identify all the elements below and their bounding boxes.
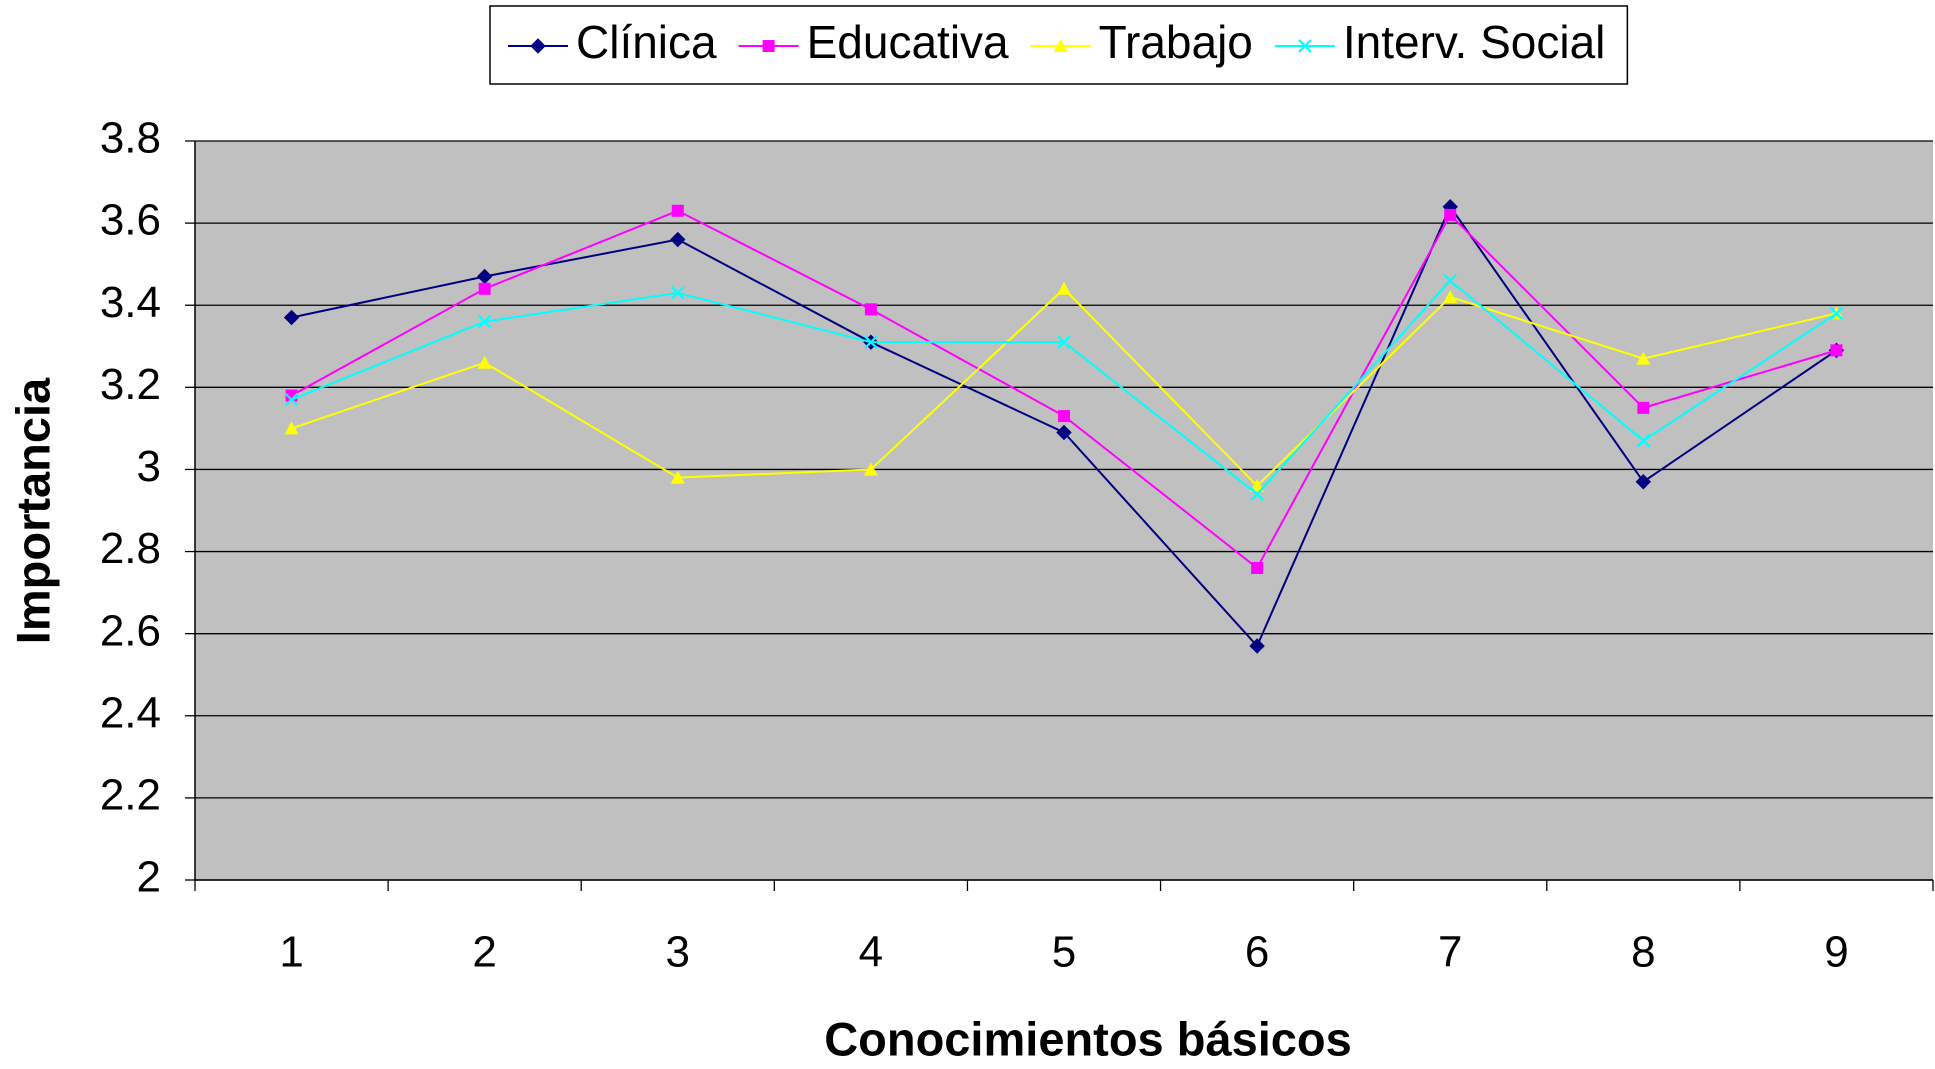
marker <box>1829 306 1844 321</box>
y-tick-label: 2.8 <box>100 524 161 573</box>
marker <box>863 462 878 476</box>
marker <box>284 421 299 435</box>
y-tick-label: 2.2 <box>100 771 161 820</box>
marker <box>671 286 685 300</box>
x-axis-title: Conocimientos básicos <box>824 1012 1352 1065</box>
marker <box>1443 273 1457 288</box>
plot-background <box>195 141 1933 880</box>
marker <box>283 309 300 326</box>
marker <box>477 314 492 329</box>
x-tick-label: 8 <box>1631 928 1655 977</box>
marker <box>671 204 684 217</box>
legend-text: Educativa <box>807 16 1009 68</box>
marker <box>1250 487 1264 501</box>
y-tick-label: 3.6 <box>100 196 161 245</box>
y-tick-label: 3.8 <box>100 114 161 163</box>
x-tick-label: 5 <box>1052 928 1076 977</box>
y-tick-label: 3 <box>137 442 161 491</box>
x-tick-label: 7 <box>1438 928 1462 977</box>
marker <box>1444 208 1457 221</box>
marker <box>1298 39 1312 53</box>
marker <box>284 392 299 407</box>
y-tick-label: 3.4 <box>100 278 161 327</box>
marker <box>1635 474 1652 490</box>
marker <box>762 40 775 52</box>
x-tick-label: 9 <box>1824 928 1848 977</box>
x-tick-label: 3 <box>666 928 690 977</box>
marker <box>478 282 491 295</box>
legend-text: Trabajo <box>1099 16 1253 68</box>
y-tick-label: 2 <box>137 853 161 902</box>
x-tick-label: 4 <box>859 928 883 977</box>
marker <box>1249 638 1265 654</box>
marker <box>1056 424 1072 441</box>
legend: Clínica Educativa Trabajo Interv. Social <box>489 5 1629 85</box>
y-tick-label: 3.2 <box>100 360 161 409</box>
marker <box>1058 410 1070 423</box>
x-tick-label: 6 <box>1245 928 1269 977</box>
marker <box>1443 290 1458 304</box>
marker <box>1830 344 1843 357</box>
marker <box>1250 478 1265 492</box>
marker <box>864 335 878 349</box>
marker <box>1053 39 1068 52</box>
legend-text: Clínica <box>576 16 717 68</box>
marker <box>1636 433 1651 448</box>
marker <box>1637 401 1650 414</box>
marker <box>1057 335 1071 349</box>
marker <box>477 355 492 369</box>
y-tick-label: 2.6 <box>100 606 161 655</box>
marker <box>1057 281 1071 295</box>
x-tick-label: 2 <box>472 928 496 977</box>
marker <box>670 470 685 484</box>
x-tick-label: 1 <box>279 928 303 977</box>
marker <box>1251 561 1264 574</box>
y-tick-label: 2.4 <box>100 688 161 737</box>
marker <box>530 38 546 54</box>
marker <box>670 231 686 248</box>
legend-text: Interv. Social <box>1343 16 1605 68</box>
y-axis-title: Importancia <box>6 377 59 644</box>
marker <box>864 303 877 316</box>
marker <box>1636 351 1651 365</box>
